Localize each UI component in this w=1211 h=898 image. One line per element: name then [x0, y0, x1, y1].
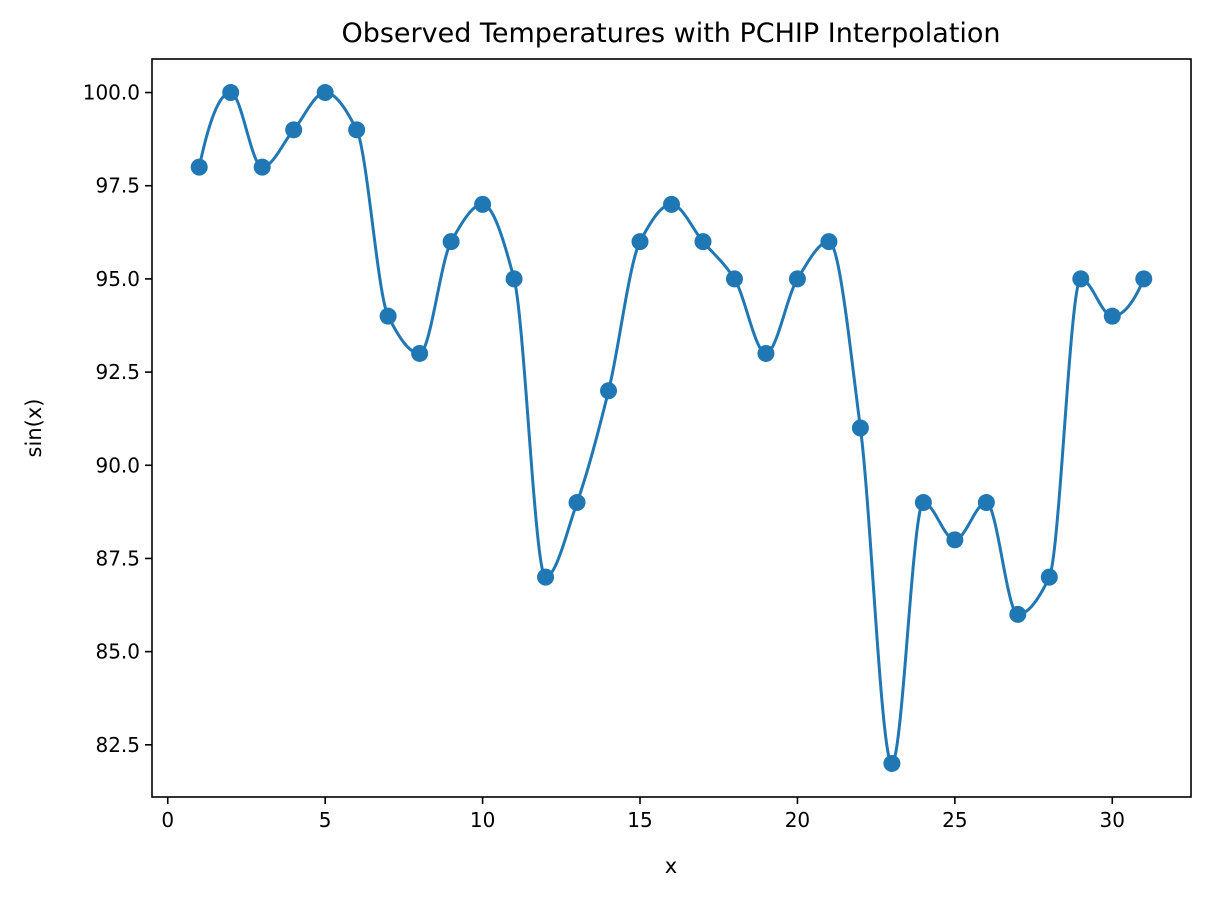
x-tick-label: 5: [319, 808, 332, 832]
x-tick-label: 20: [785, 808, 810, 832]
data-point: [505, 270, 523, 288]
data-point: [316, 84, 334, 102]
data-point: [285, 121, 303, 139]
data-point: [977, 494, 995, 512]
data-point: [820, 233, 838, 251]
y-tick-label: 100.0: [83, 81, 140, 105]
x-tick-label: 30: [1100, 808, 1125, 832]
data-point: [788, 270, 806, 288]
data-point: [694, 233, 712, 251]
y-tick-label: 82.5: [95, 733, 140, 757]
data-point: [568, 494, 586, 512]
x-tick-label: 25: [942, 808, 967, 832]
x-axis-label: x: [665, 854, 677, 878]
data-point: [851, 419, 869, 437]
data-point: [1072, 270, 1090, 288]
data-point: [663, 195, 680, 213]
y-tick-label: 90.0: [95, 453, 140, 477]
data-point: [1009, 605, 1027, 623]
series-line: [197, 91, 1146, 765]
data-point: [190, 158, 208, 176]
y-tick-label: 92.5: [95, 360, 140, 384]
data-point: [1103, 307, 1121, 325]
data-point: [1135, 270, 1153, 288]
y-axis-label: sin(x): [22, 399, 46, 458]
data-point: [600, 382, 618, 400]
data-point: [914, 494, 932, 512]
y-axis: 82.5 85.0 87.5 90.0 92.5 95.0 97.5 100.0: [83, 81, 152, 757]
plot-frame: [151, 58, 1192, 798]
data-point: [379, 307, 397, 325]
data-point: [946, 531, 964, 549]
chart-title: Observed Temperatures with PCHIP Interpo…: [341, 18, 1000, 49]
x-tick-label: 0: [161, 808, 174, 832]
data-point: [442, 233, 460, 251]
data-point: [1040, 568, 1058, 586]
data-point: [348, 121, 366, 139]
data-point: [757, 344, 775, 362]
data-point: [883, 754, 901, 772]
y-tick-label: 85.0: [95, 640, 140, 664]
data-point: [474, 195, 492, 213]
x-tick-label: 15: [627, 808, 652, 832]
y-tick-label: 97.5: [95, 174, 140, 198]
data-point: [222, 84, 240, 102]
data-point: [725, 270, 743, 288]
x-axis: 0 5 10 15 20 25 30: [161, 797, 1125, 832]
y-tick-label: 95.0: [95, 267, 140, 291]
data-point: [631, 233, 649, 251]
plot-area: [190, 84, 1153, 772]
data-point: [253, 158, 271, 176]
data-point: [537, 568, 555, 586]
x-tick-label: 10: [470, 808, 495, 832]
data-point: [411, 344, 429, 362]
y-tick-label: 87.5: [95, 546, 140, 570]
